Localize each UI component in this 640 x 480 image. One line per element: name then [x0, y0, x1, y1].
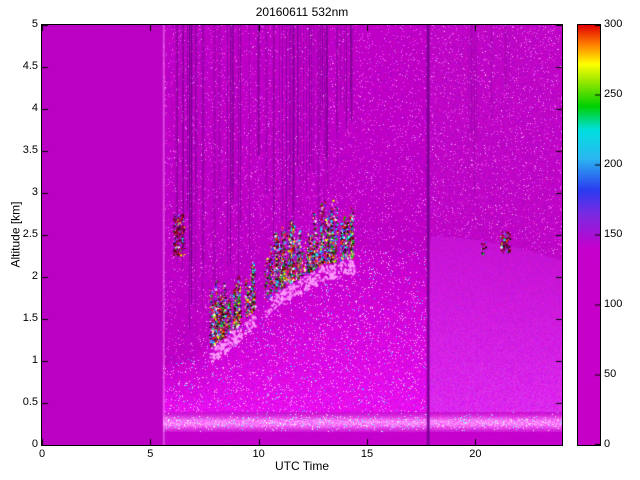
colorbar-canvas	[578, 25, 600, 445]
y-tick-label: 2.5	[22, 228, 38, 240]
colorbar-tick-label: 250	[604, 88, 623, 100]
colorbar-tick-label: 100	[604, 298, 623, 310]
y-tick-label: 5	[31, 18, 38, 30]
plot-title: 20160611 532nm	[255, 5, 349, 19]
colorbar-tick-label: 50	[604, 368, 617, 380]
y-tick-label: 3.5	[22, 144, 38, 156]
y-tick-label: 0.5	[22, 396, 38, 408]
colorbar-tick-label: 150	[604, 228, 623, 240]
heatmap-plot	[41, 24, 563, 446]
y-tick-label: 0	[31, 438, 38, 450]
y-tick-label: 1	[31, 354, 38, 366]
x-tick-label: 15	[360, 448, 374, 460]
x-tick-label: 10	[252, 448, 265, 460]
x-axis-label: UTC Time	[275, 459, 329, 473]
x-tick-label: 0	[38, 448, 46, 460]
x-tick-label: 5	[147, 448, 154, 460]
x-tick-label: 20	[469, 448, 482, 460]
y-tick-label: 3	[31, 186, 38, 198]
y-tick-label: 4.5	[22, 60, 38, 72]
y-tick-label: 2	[31, 270, 38, 282]
colorbar-tick-label: 300	[604, 18, 623, 30]
colorbar-tick-label: 0	[604, 438, 611, 450]
heatmap-canvas	[42, 25, 562, 445]
y-tick-label: 4	[31, 102, 38, 114]
colorbar-tick-label: 200	[604, 158, 623, 170]
y-tick-label: 1.5	[22, 312, 38, 324]
colorbar	[577, 24, 601, 446]
